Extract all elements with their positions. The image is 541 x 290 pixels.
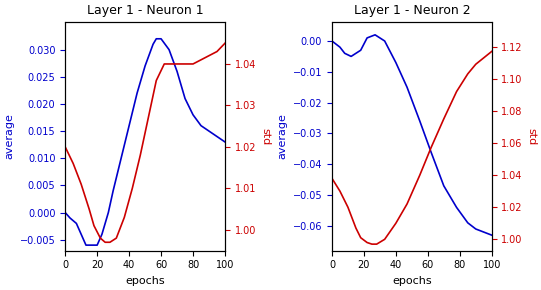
X-axis label: epochs: epochs: [392, 276, 432, 286]
Title: Layer 1 - Neuron 2: Layer 1 - Neuron 2: [353, 4, 470, 17]
Y-axis label: std: std: [527, 128, 537, 145]
X-axis label: epochs: epochs: [126, 276, 165, 286]
Y-axis label: average: average: [277, 114, 287, 160]
Y-axis label: average: average: [4, 114, 14, 160]
Title: Layer 1 - Neuron 1: Layer 1 - Neuron 1: [87, 4, 203, 17]
Y-axis label: std: std: [260, 128, 270, 145]
